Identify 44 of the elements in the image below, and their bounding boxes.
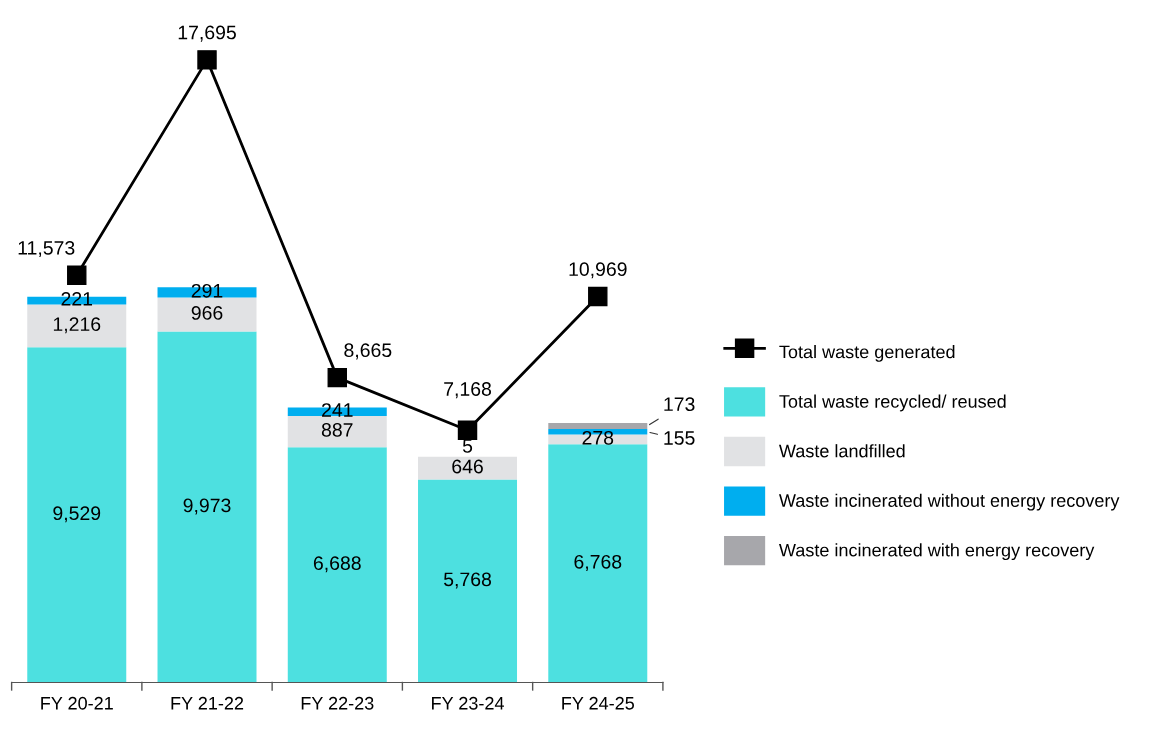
data-label: 8,665 — [344, 343, 392, 360]
data-label: 5,768 — [443, 572, 492, 589]
bar — [287, 415, 387, 448]
data-label: 278 — [582, 430, 614, 445]
data-label: 887 — [321, 423, 353, 437]
bar — [157, 331, 257, 683]
data-label: 9,973 — [183, 498, 231, 515]
bar — [418, 456, 518, 480]
data-label: 291 — [191, 283, 223, 298]
bar — [548, 423, 648, 430]
data-label: 11,573 — [18, 241, 75, 258]
data-label: 155 — [664, 431, 695, 445]
bar — [418, 479, 518, 683]
x-tick-label: FY 20-21 — [41, 696, 113, 710]
legend-label: Waste landfilled — [779, 444, 905, 458]
data-label: 241 — [322, 403, 353, 417]
data-label: 10,969 — [569, 262, 627, 279]
data-label: 646 — [452, 459, 483, 474]
point — [457, 420, 478, 440]
x-tick-label: FY 24-25 — [562, 696, 634, 710]
bar — [548, 444, 648, 683]
x-tick-label: FY 21-22 — [171, 696, 244, 710]
data-label: 17,695 — [178, 25, 236, 42]
point — [588, 286, 608, 307]
legend-label: Total waste generated — [779, 345, 955, 362]
bar — [287, 447, 387, 683]
data-label: 966 — [191, 306, 223, 320]
x-tick-label: FY 22-23 — [301, 696, 374, 710]
point — [327, 367, 347, 388]
legend-label: Total waste recycled/ reused — [779, 394, 1006, 412]
data-label: 7,168 — [444, 382, 492, 399]
bar — [27, 304, 127, 348]
legend-label: Waste incinerated with energy recovery — [779, 543, 1095, 561]
legend-label: Waste incinerated without energy recovery — [779, 493, 1120, 511]
data-label: 173 — [664, 397, 695, 412]
bar — [27, 347, 127, 683]
data-label: 1,216 — [53, 317, 101, 334]
data-label: 6,768 — [574, 554, 622, 571]
data-label: 9,529 — [53, 506, 101, 523]
data-label: 6,688 — [313, 556, 361, 573]
point — [67, 265, 87, 285]
bar — [157, 297, 257, 332]
x-tick-label: FY 23-24 — [432, 696, 504, 710]
point — [197, 50, 217, 70]
